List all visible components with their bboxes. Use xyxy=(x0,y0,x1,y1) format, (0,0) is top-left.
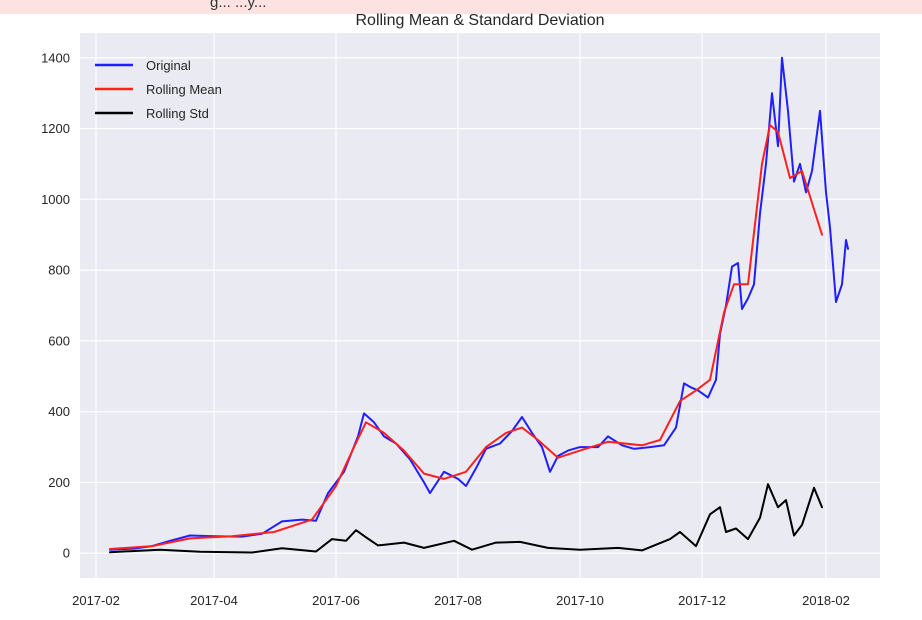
x-tick-label: 2017-10 xyxy=(556,593,604,608)
x-tick-label: 2017-02 xyxy=(72,593,120,608)
x-tick-label: 2017-06 xyxy=(312,593,360,608)
y-tick-label: 1000 xyxy=(41,192,70,207)
y-tick-label: 1200 xyxy=(41,121,70,136)
x-tick-label: 2017-12 xyxy=(678,593,726,608)
x-tick-label: 2018-02 xyxy=(802,593,850,608)
plot-area xyxy=(80,33,880,578)
y-tick-label: 1400 xyxy=(41,50,70,65)
x-tick-label: 2017-08 xyxy=(434,593,482,608)
y-tick-label: 400 xyxy=(48,404,70,419)
y-tick-label: 800 xyxy=(48,263,70,278)
y-tick-label: 0 xyxy=(63,546,70,561)
x-tick-label: 2017-04 xyxy=(190,593,238,608)
y-tick-label: 200 xyxy=(48,475,70,490)
legend-label: Original xyxy=(146,58,191,73)
gridlines xyxy=(80,33,880,578)
legend-label: Rolling Mean xyxy=(146,82,222,97)
top-banner-text: g... ...y... xyxy=(210,0,267,11)
series-lines xyxy=(109,56,849,554)
series-line-rolling-std xyxy=(109,483,823,554)
series-line-rolling-mean xyxy=(109,124,823,550)
legend: Original Rolling Mean Rolling Std xyxy=(95,58,222,121)
legend-label: Rolling Std xyxy=(146,106,209,121)
chart-title: Rolling Mean & Standard Deviation xyxy=(355,12,604,29)
y-axis-ticks: 0 200 400 600 800 1000 1200 1400 xyxy=(41,50,70,560)
top-banner-strip: g... ...y... xyxy=(0,0,922,14)
x-axis-ticks: 2017-02 2017-04 2017-06 2017-08 2017-10 2017-… xyxy=(72,593,850,608)
y-tick-label: 600 xyxy=(48,333,70,348)
